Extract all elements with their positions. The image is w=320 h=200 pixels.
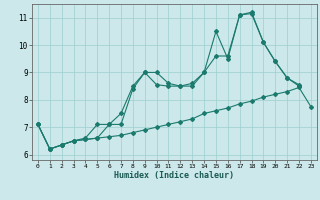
X-axis label: Humidex (Indice chaleur): Humidex (Indice chaleur) — [115, 171, 234, 180]
